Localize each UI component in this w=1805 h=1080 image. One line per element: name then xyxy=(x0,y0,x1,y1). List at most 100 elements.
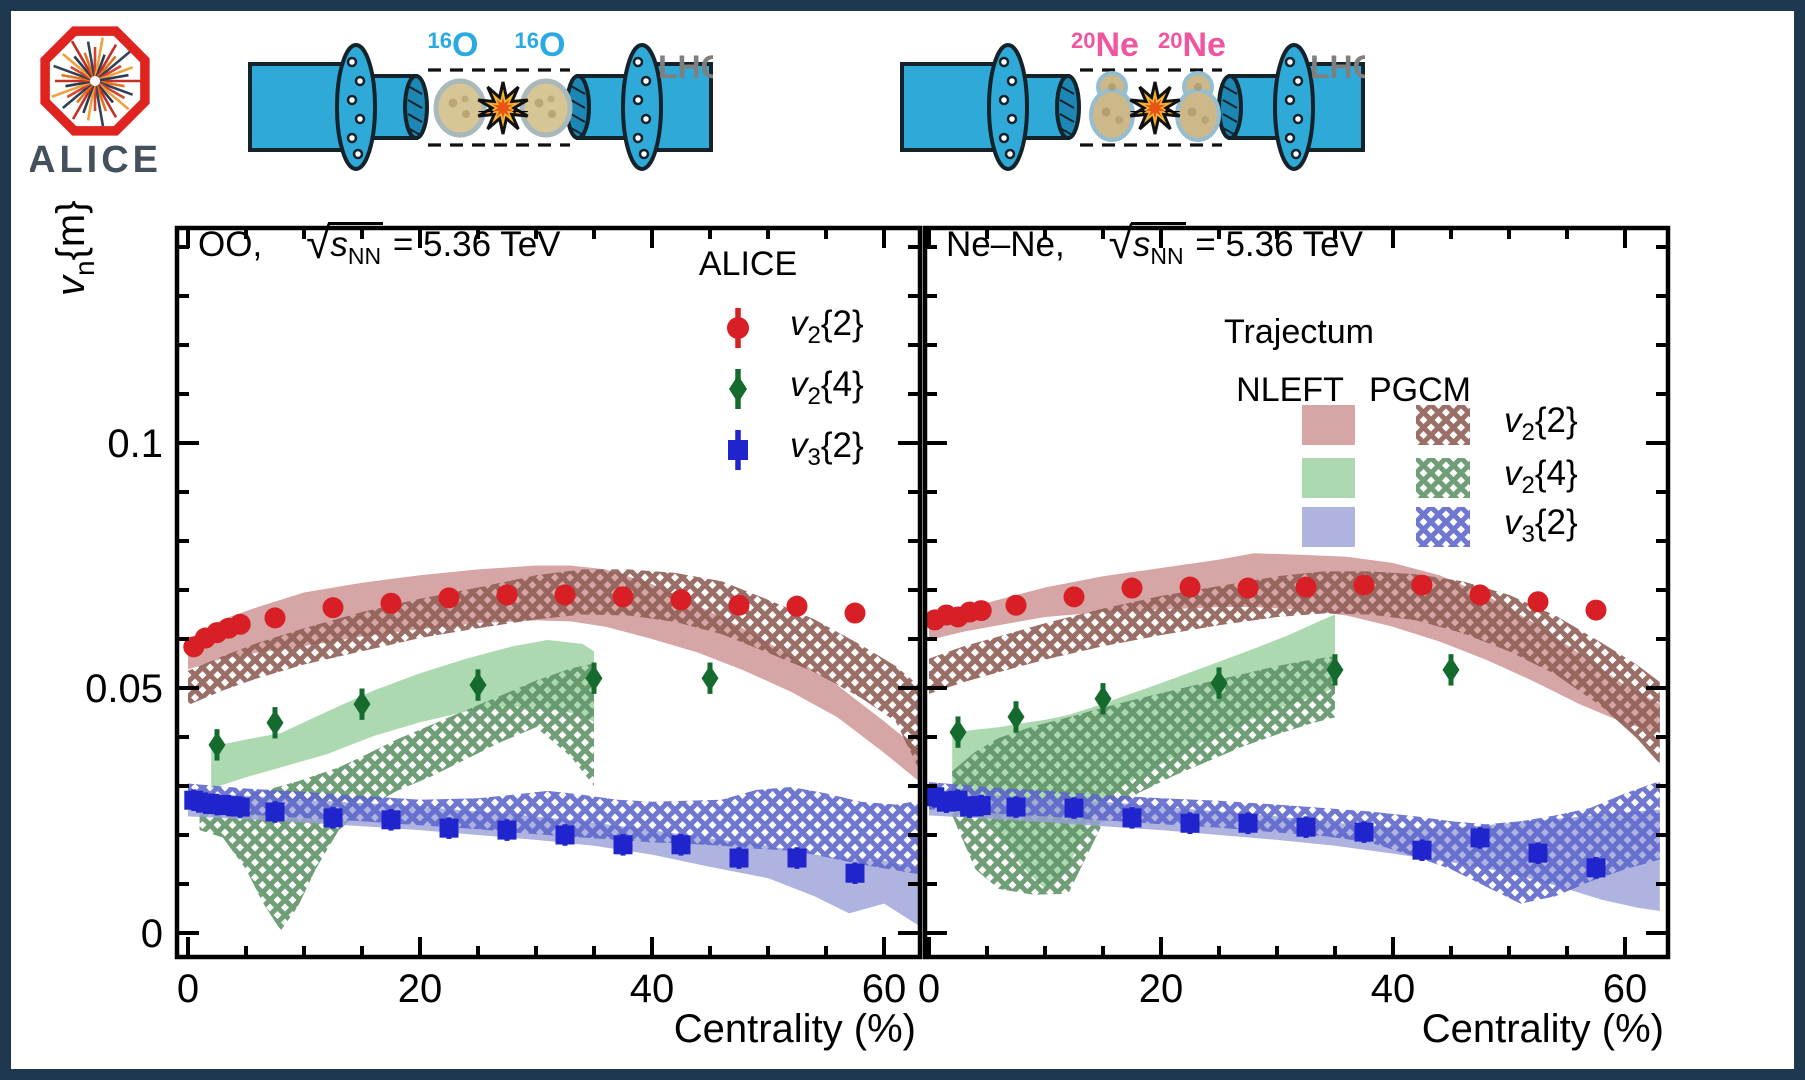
band-PGCM-v2{4} xyxy=(952,656,1335,895)
panel-NeNe xyxy=(925,553,1660,911)
x-tick-label: 20 xyxy=(1139,967,1184,1011)
nucleus-pear xyxy=(1175,71,1221,142)
beam-pipe-illustration-neon: → ← 20Ne 20Ne LHC xyxy=(900,26,1365,171)
sqrt-symbol: √ xyxy=(306,219,331,268)
y-axis-label: vn{m} xyxy=(49,200,100,296)
data-point xyxy=(1295,576,1317,598)
ion-label: 20Ne xyxy=(1071,26,1139,64)
energy-label: = 5.36 TeV xyxy=(392,225,561,264)
series-v2{4} xyxy=(949,654,1460,748)
legend-alice-title: ALICE xyxy=(698,245,798,283)
data-point xyxy=(265,802,285,822)
data-point xyxy=(380,592,402,614)
data-point xyxy=(585,665,603,692)
data-point xyxy=(728,594,750,616)
x-tick-label: 0 xyxy=(177,967,199,1011)
data-point xyxy=(949,719,967,746)
legend-entry-label: v2{4} xyxy=(1504,454,1578,499)
data-point xyxy=(208,731,226,758)
data-point xyxy=(1121,577,1143,599)
legend-marker-diamond xyxy=(729,369,747,409)
energy-label: = 5.36 TeV xyxy=(1195,225,1363,264)
x-tick-label: 40 xyxy=(1371,967,1416,1011)
pipe-flange xyxy=(987,43,1029,171)
data-point xyxy=(1237,577,1259,599)
data-point xyxy=(1238,813,1258,833)
panel-title-nene: Ne–Ne, √sNN = 5.36 TeV xyxy=(946,219,1363,269)
data-point xyxy=(1094,685,1112,712)
data-point xyxy=(670,589,692,611)
legend-entry-label: v2{2} xyxy=(790,304,864,349)
sqrt-symbol: √ xyxy=(1108,219,1133,268)
legend-entry-label: v3{2} xyxy=(1504,503,1578,548)
data-point xyxy=(970,600,992,622)
data-point xyxy=(230,797,250,817)
alice-logo-rays xyxy=(51,37,141,127)
arrow-left-icon: ← xyxy=(1159,92,1185,122)
band-NLEFT-v2{4} xyxy=(211,640,594,789)
data-point xyxy=(497,820,517,840)
y-tick-label: 0.1 xyxy=(107,422,163,466)
data-point xyxy=(1469,584,1491,606)
data-point xyxy=(1179,576,1201,598)
data-point xyxy=(469,672,487,699)
data-point xyxy=(381,810,401,830)
snn-radicand: sNN xyxy=(1130,222,1186,269)
data-point xyxy=(787,848,807,868)
x-tick-label: 60 xyxy=(1603,967,1648,1011)
data-point xyxy=(1296,817,1316,837)
data-point xyxy=(1528,843,1548,863)
data-point xyxy=(1354,822,1374,842)
data-point xyxy=(671,835,691,855)
band-NLEFT-v3{2} xyxy=(929,790,1660,911)
alice-logo: ALICE xyxy=(30,26,158,181)
legend-swatch-nleft xyxy=(1302,405,1355,445)
ion-label: 16O xyxy=(428,26,479,64)
data-point xyxy=(612,586,634,608)
band-NLEFT-v3{2} xyxy=(188,791,919,926)
legend-column-nleft: NLEFT xyxy=(1236,371,1344,409)
legend-marker-circle xyxy=(727,308,749,348)
band-PGCM-v2{4} xyxy=(199,663,594,931)
data-point xyxy=(1527,591,1549,613)
legend-entry-label: v2{2} xyxy=(1504,401,1578,446)
data-point xyxy=(1442,656,1460,683)
data-point xyxy=(438,587,460,609)
legend-swatch-pgcm xyxy=(1416,405,1470,445)
collision-system-label: Ne–Ne, xyxy=(946,225,1065,264)
data-point xyxy=(1470,828,1490,848)
data-point xyxy=(555,825,575,845)
data-point xyxy=(554,584,576,606)
band-PGCM-v3{2} xyxy=(929,781,1660,904)
x-tick-label: 0 xyxy=(918,967,940,1011)
arrow-left-icon: ← xyxy=(507,92,533,122)
data-point xyxy=(1122,808,1142,828)
data-point xyxy=(1411,574,1433,596)
pipe-flange xyxy=(1273,43,1315,171)
data-point xyxy=(322,597,344,619)
data-point xyxy=(264,607,286,629)
x-tick-label: 20 xyxy=(398,967,443,1011)
legend-marker-square xyxy=(728,430,748,470)
data-point xyxy=(729,848,749,868)
data-point xyxy=(1180,813,1200,833)
series-v3{2} xyxy=(184,789,865,884)
y-tick-label: 0 xyxy=(141,912,163,956)
data-point xyxy=(353,691,371,718)
data-point xyxy=(613,835,633,855)
band-PGCM-v2{2} xyxy=(929,571,1660,764)
panel-title-oo: OO, √sNN = 5.36 TeV xyxy=(198,219,561,269)
data-point xyxy=(701,665,719,692)
collision-system-label: OO, xyxy=(198,225,263,264)
band-PGCM-v3{2} xyxy=(188,783,919,875)
collision-starburst xyxy=(492,97,514,119)
panel-border xyxy=(922,225,1671,960)
data-point xyxy=(323,808,343,828)
data-point xyxy=(1412,840,1432,860)
data-point xyxy=(1586,858,1606,878)
legend-trajectum-title: Trajectum xyxy=(1224,313,1374,351)
data-point xyxy=(439,818,459,838)
collision-starburst xyxy=(1144,97,1166,119)
data-point xyxy=(1006,797,1026,817)
